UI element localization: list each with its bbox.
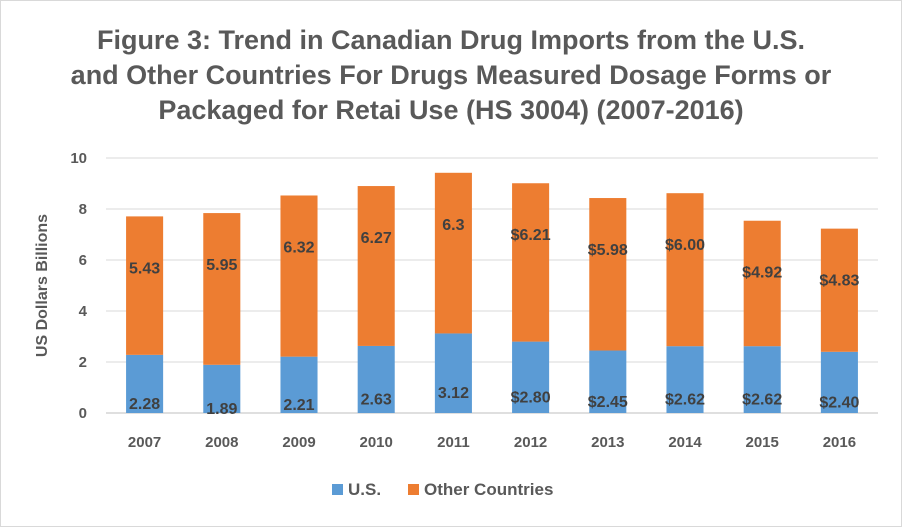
data-label: 3.12 <box>438 385 469 402</box>
bar-us-2009 <box>280 356 318 413</box>
data-label: 1.89 <box>206 401 237 418</box>
x-tick-label: 2010 <box>360 434 393 451</box>
data-label: 5.95 <box>206 257 237 274</box>
bar-other-countries-2012 <box>512 183 550 342</box>
y-tick-label: 6 <box>79 252 87 269</box>
y-axis-title: US Dollars Billions <box>34 214 51 357</box>
legend-swatch-us <box>332 484 343 495</box>
bar-us-2010 <box>357 345 395 413</box>
legend: U.S. Other Countries <box>332 480 553 499</box>
bar-other-countries-2008 <box>203 213 241 365</box>
data-label: $2.80 <box>511 389 551 406</box>
data-label: 2.63 <box>361 391 392 408</box>
data-label: $2.45 <box>588 394 628 411</box>
data-label: 6.3 <box>442 217 464 234</box>
legend-label-other-countries: Other Countries <box>424 480 553 499</box>
bar-us-2013 <box>589 350 627 413</box>
data-label: 5.43 <box>129 260 160 277</box>
x-tick-label: 2008 <box>205 434 238 451</box>
data-label: $6.00 <box>665 237 705 254</box>
x-tick-label: 2012 <box>514 434 547 451</box>
data-labels: 2.28 5.43 1.89 5.95 2.21 6.32 2.63 6.27 3.12 6.3 $… <box>129 217 859 418</box>
data-label: 2.21 <box>283 397 314 414</box>
data-label: $2.62 <box>742 392 782 409</box>
legend-swatch-other-countries <box>408 484 419 495</box>
bar-us-2011 <box>434 333 472 413</box>
y-tick-label: 10 <box>70 150 87 167</box>
bar-us-2014 <box>666 346 704 413</box>
tick-labels: 0 2 4 6 8 10 2007 2008 2009 2010 2011 2012 2013 2014 2… <box>70 150 856 451</box>
bars <box>126 172 858 413</box>
x-tick-label: 2015 <box>746 434 779 451</box>
data-label: $4.92 <box>742 265 782 282</box>
data-label: $4.83 <box>819 273 859 290</box>
bar-other-countries-2011 <box>434 172 472 334</box>
data-label: $2.40 <box>819 394 859 411</box>
bar-us-2015 <box>743 346 781 413</box>
data-label: $5.98 <box>588 242 628 259</box>
bar-other-countries-2009 <box>280 195 318 357</box>
bar-other-countries-2015 <box>743 220 781 347</box>
x-tick-label: 2014 <box>668 434 702 451</box>
bar-other-countries-2016 <box>820 228 858 352</box>
chart-title-line-3: Packaged for Retai Use (HS 3004) (2007-2… <box>158 95 744 125</box>
legend-label-us: U.S. <box>348 480 381 499</box>
bar-other-countries-2010 <box>357 186 395 346</box>
bar-us-2016 <box>820 351 858 413</box>
x-tick-label: 2016 <box>823 434 856 451</box>
bar-us-2007 <box>126 354 164 413</box>
data-label: $2.62 <box>665 392 705 409</box>
x-tick-label: 2007 <box>128 434 161 451</box>
y-tick-label: 2 <box>79 354 87 371</box>
chart-title: Figure 3: Trend in Canadian Drug Imports… <box>1 23 901 128</box>
y-tick-label: 4 <box>79 303 88 320</box>
bar-other-countries-2013 <box>589 198 627 351</box>
bar-us-2012 <box>512 341 550 413</box>
y-tick-label: 0 <box>79 405 87 422</box>
chart-title-line-1: Figure 3: Trend in Canadian Drug Imports… <box>96 25 806 55</box>
x-tick-label: 2011 <box>437 434 470 451</box>
data-label: 2.28 <box>129 396 160 413</box>
data-label: $6.21 <box>511 227 551 244</box>
bar-other-countries-2014 <box>666 193 704 347</box>
x-tick-label: 2013 <box>591 434 624 451</box>
bar-us-2008 <box>203 364 241 413</box>
bar-other-countries-2007 <box>126 216 164 355</box>
chart-title-line-2: and Other Countries For Drugs Measured D… <box>70 60 832 90</box>
x-tick-label: 2009 <box>282 434 315 451</box>
y-tick-label: 8 <box>79 201 87 218</box>
data-label: 6.32 <box>283 239 314 256</box>
data-label: 6.27 <box>361 230 392 247</box>
